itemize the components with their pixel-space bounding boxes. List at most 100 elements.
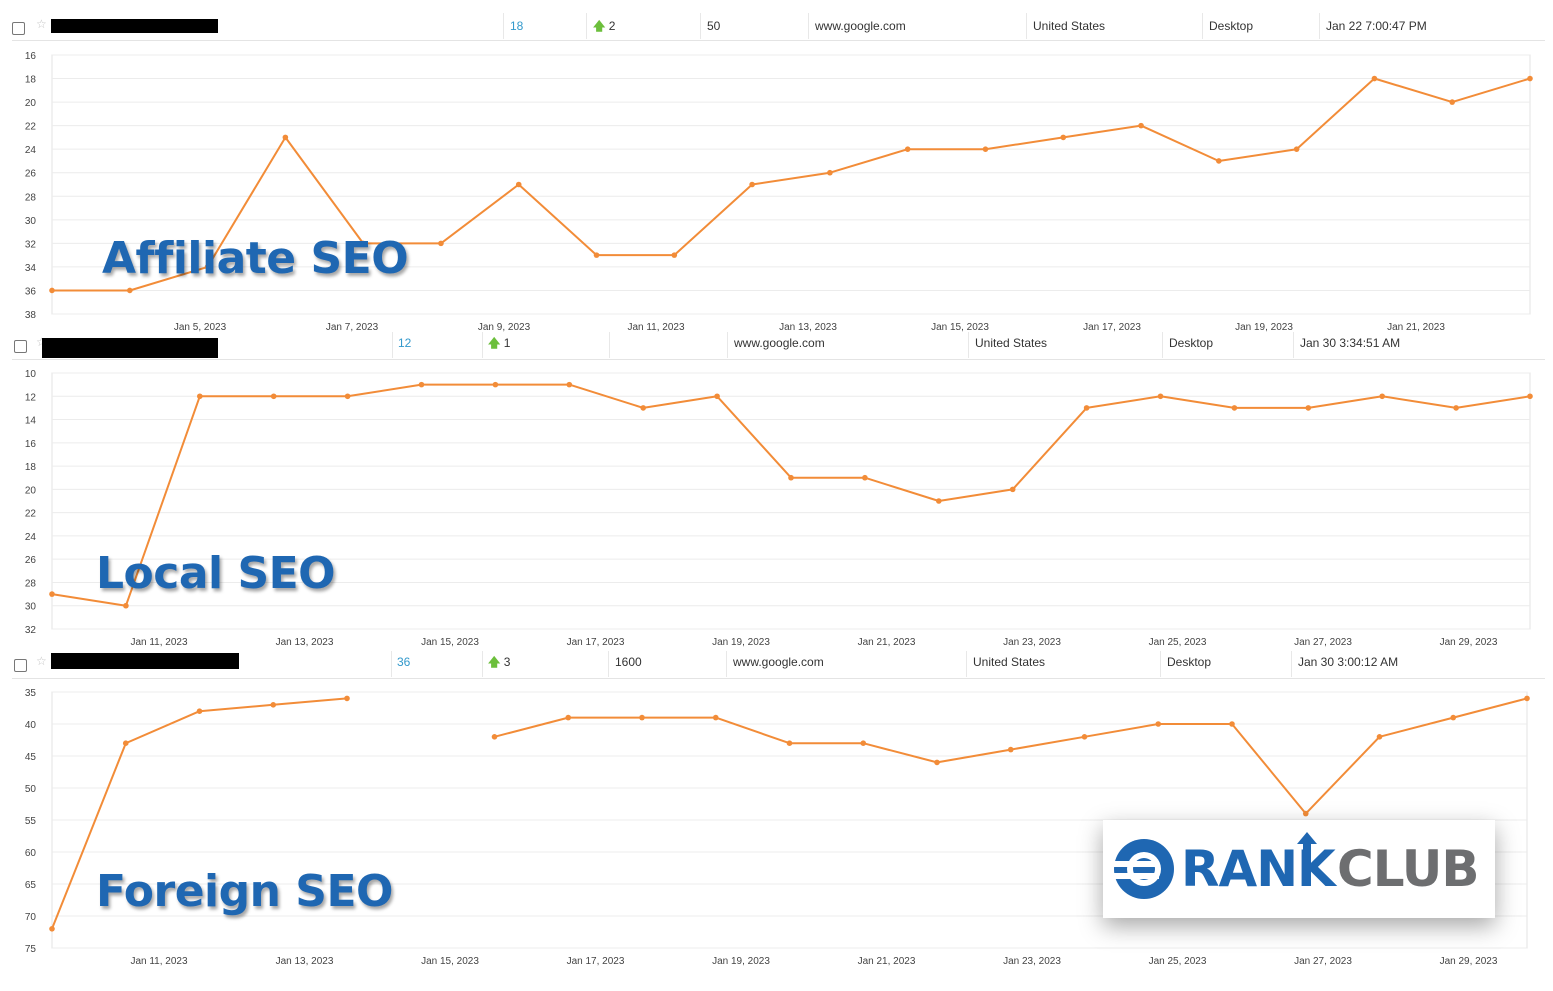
y-tick-label: 50 <box>25 784 37 795</box>
last-updated: Jan 30 3:00:12 AM <box>1298 655 1399 669</box>
x-tick-label: Jan 29, 2023 <box>1440 637 1498 648</box>
x-tick-label: Jan 21, 2023 <box>858 956 916 967</box>
search-engine: www.google.com <box>733 655 824 669</box>
data-point <box>1081 734 1088 740</box>
column-divider <box>727 332 728 358</box>
y-tick-label: 16 <box>25 439 37 450</box>
data-point <box>438 240 444 247</box>
column-divider <box>392 332 393 358</box>
column-divider <box>966 651 967 677</box>
y-tick-label: 30 <box>25 602 37 613</box>
column-divider <box>503 13 504 39</box>
row-checkbox[interactable] <box>14 340 27 353</box>
data-point <box>1449 99 1456 105</box>
data-point <box>566 381 573 388</box>
data-point <box>1379 393 1385 400</box>
x-tick-label: Jan 19, 2023 <box>712 956 770 967</box>
logo-word-club: CLUB <box>1337 840 1479 898</box>
data-point <box>936 498 942 504</box>
country: United States <box>973 655 1046 669</box>
star-icon[interactable]: ☆ <box>36 654 47 668</box>
y-tick-label: 65 <box>25 880 37 891</box>
data-point <box>1302 810 1309 817</box>
data-point <box>1527 393 1533 400</box>
column-divider <box>1026 13 1027 39</box>
data-point <box>1371 75 1378 82</box>
series-line <box>52 77 1531 292</box>
y-tick-label: 18 <box>25 75 37 86</box>
country: United States <box>1033 19 1106 33</box>
x-tick-label: Jan 25, 2023 <box>1149 637 1207 648</box>
x-tick-label: Jan 27, 2023 <box>1294 637 1352 648</box>
data-point <box>515 181 522 188</box>
x-tick-label: Jan 17, 2023 <box>1083 322 1141 333</box>
data-point <box>714 393 720 400</box>
data-point <box>1155 721 1162 727</box>
redacted-keyword <box>51 653 239 669</box>
star-icon[interactable]: ☆ <box>36 17 47 31</box>
data-point <box>126 287 133 294</box>
rank-change: 🡅 3 <box>488 647 510 677</box>
keyword-row[interactable]: ☆ 18 🡅 2 50 www.google.com United States… <box>0 11 1553 41</box>
y-tick-label: 22 <box>25 122 37 133</box>
x-tick-label: Jan 11, 2023 <box>627 322 685 333</box>
column-divider <box>608 651 609 677</box>
y-tick-label: 55 <box>25 816 37 827</box>
data-point <box>1524 695 1530 702</box>
y-tick-label: 34 <box>25 263 37 274</box>
rank-change-value: 1 <box>503 336 511 350</box>
column-divider <box>609 332 610 358</box>
row-checkbox[interactable] <box>12 22 25 35</box>
search-volume: 50 <box>707 19 721 33</box>
data-point <box>982 146 989 152</box>
data-point <box>1229 721 1235 727</box>
data-point <box>1138 122 1144 129</box>
column-divider <box>1162 332 1163 358</box>
data-point <box>1293 146 1300 152</box>
y-tick-label: 24 <box>25 532 37 543</box>
star-icon[interactable]: ☆ <box>36 336 47 348</box>
data-point <box>282 134 289 141</box>
y-tick-label: 16 <box>25 51 37 62</box>
data-point <box>712 714 719 721</box>
data-point <box>1007 746 1014 753</box>
plot-area <box>51 372 1531 630</box>
keyword-row[interactable]: ☆ 36 🡅 3 1600 www.google.com United Stat… <box>0 649 1553 679</box>
data-point <box>1527 75 1533 82</box>
rank-value[interactable]: 12 <box>398 336 412 350</box>
data-point <box>593 252 600 258</box>
last-updated: Jan 22 7:00:47 PM <box>1326 19 1427 33</box>
data-point <box>1009 486 1016 493</box>
x-tick-label: Jan 11, 2023 <box>130 956 188 967</box>
column-divider <box>1202 13 1203 39</box>
keyword-row[interactable]: ☆ 12 🡅 1 www.google.com United States De… <box>0 330 1553 360</box>
x-tick-label: Jan 19, 2023 <box>1235 322 1293 333</box>
rank-history-chart-affiliate: 16 18 20 22 24 26 28 30 32 34 36 38 Jan 5, 2023 Jan 7… <box>25 51 1533 333</box>
arrow-up-icon: 🡅 <box>593 19 606 33</box>
logo-arrow-icon <box>1297 832 1317 858</box>
rank-value[interactable]: 18 <box>510 19 524 33</box>
rank-value[interactable]: 36 <box>397 655 411 669</box>
y-tick-label: 38 <box>25 310 37 321</box>
row-divider <box>12 40 1545 41</box>
overlay-label-local: Local SEO <box>96 548 336 599</box>
row-checkbox[interactable] <box>14 659 27 672</box>
data-point <box>491 734 498 740</box>
overlay-label-affiliate: Affiliate SEO <box>102 233 409 284</box>
device: Desktop <box>1167 655 1212 669</box>
column-divider <box>726 651 727 677</box>
arrow-up-icon: 🡅 <box>488 655 501 669</box>
y-tick-label: 32 <box>25 625 37 636</box>
data-point <box>270 702 277 708</box>
column-divider <box>482 332 483 358</box>
y-tick-label: 30 <box>25 216 37 227</box>
row-divider <box>12 359 1545 360</box>
data-point <box>196 708 203 714</box>
y-tick-label: 24 <box>25 145 37 156</box>
data-point <box>1157 393 1164 400</box>
data-point <box>360 240 366 247</box>
x-tick-label: Jan 27, 2023 <box>1294 956 1352 967</box>
data-point <box>49 591 55 597</box>
redacted-keyword <box>42 338 218 358</box>
column-divider <box>700 13 701 39</box>
